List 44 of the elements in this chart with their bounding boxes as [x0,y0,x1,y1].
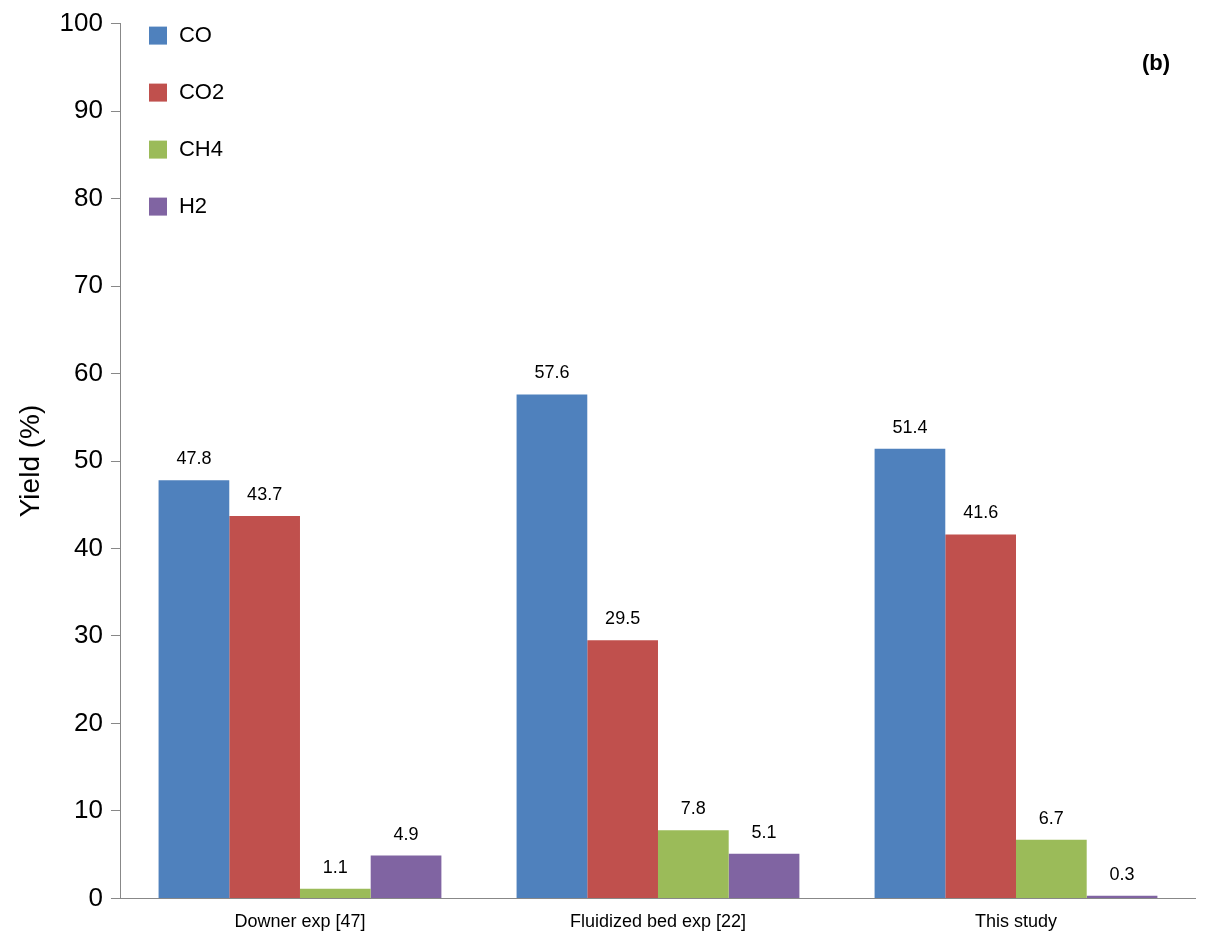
bar [728,853,800,898]
y-tick-label: 40 [74,531,103,562]
data-label: 0.3 [1109,863,1135,884]
bar [158,480,230,898]
y-tick-label: 30 [74,619,103,650]
x-tick-label: Fluidized bed exp [22] [569,911,747,932]
bar [874,448,946,898]
y-axis-title: Yield (%) [13,404,45,518]
data-label: 43.7 [247,484,283,505]
y-tick-label: 70 [74,269,103,300]
y-tick-label: 60 [74,356,103,387]
data-label: 51.4 [892,416,928,437]
y-tick-label: 100 [59,6,103,37]
bar [370,855,442,898]
bar [657,830,729,898]
x-tick-label: Downer exp [47] [234,911,366,932]
y-tick-label: 90 [74,94,103,125]
data-label: 1.1 [322,856,348,877]
legend-label: CH4 [178,135,223,161]
legend-label: CO2 [178,78,225,104]
data-label: 41.6 [963,502,999,523]
y-tick-label: 20 [74,706,103,737]
data-label: 29.5 [605,608,641,629]
data-label: 4.9 [393,823,419,844]
data-label: 47.8 [176,448,212,469]
data-label: 6.7 [1038,807,1064,828]
legend-label: CO [178,21,212,47]
x-tick-label: This study [974,911,1058,932]
bar [1016,839,1087,898]
bar [945,534,1016,898]
y-tick-label: 10 [74,794,103,825]
data-label: 57.6 [534,362,570,383]
annotation: (b) [1141,49,1170,75]
y-tick-label: 50 [74,444,103,475]
data-label: 7.8 [680,798,706,819]
legend-label: H2 [178,192,208,218]
y-tick-label: 0 [88,881,103,912]
data-label: 5.1 [751,821,777,842]
bar [229,516,300,898]
bar [1086,895,1158,898]
y-tick-label: 80 [74,181,103,212]
bar [516,394,588,898]
bar [299,888,371,898]
bar [587,640,658,898]
